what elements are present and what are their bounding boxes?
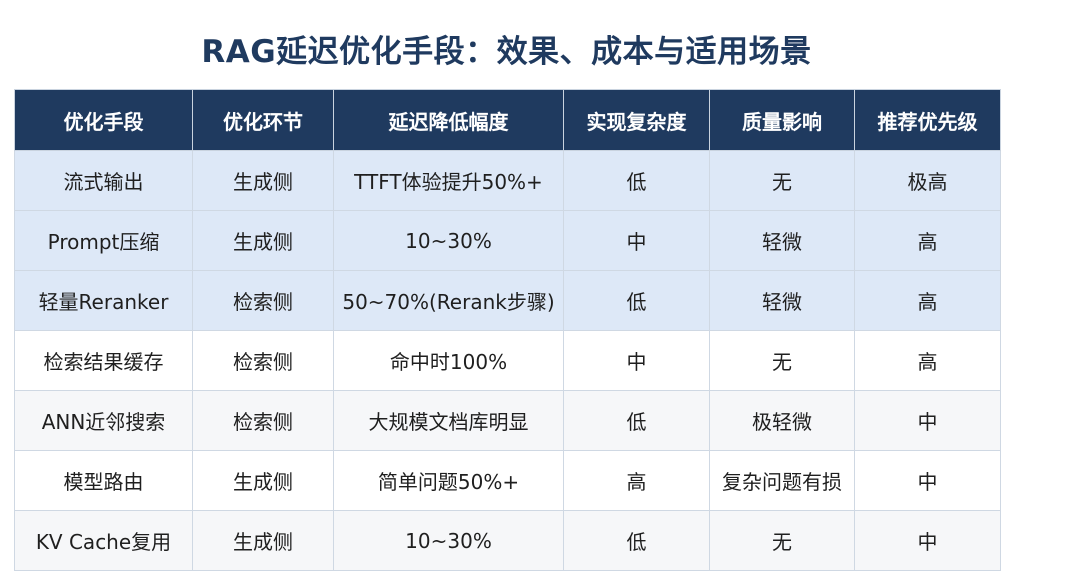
cell-priority: 极高 [854,150,1001,211]
cell-latency-reduction: 10~30% [333,210,564,271]
cell-complexity: 低 [563,510,710,571]
cell-latency-reduction: 简单问题50%+ [333,450,564,511]
cell-stage: 生成侧 [192,450,334,511]
header-quality-impact: 质量影响 [709,89,855,151]
cell-method: 检索结果缓存 [14,330,193,391]
cell-quality-impact: 极轻微 [709,390,855,451]
cell-quality-impact: 无 [709,150,855,211]
header-priority: 推荐优先级 [854,89,1001,151]
cell-complexity: 中 [563,330,710,391]
table-row: 流式输出 生成侧 TTFT体验提升50%+ 低 无 极高 [14,150,1001,211]
table-row: 模型路由 生成侧 简单问题50%+ 高 复杂问题有损 中 [14,450,1001,511]
header-complexity: 实现复杂度 [563,89,710,151]
cell-stage: 生成侧 [192,510,334,571]
cell-complexity: 中 [563,210,710,271]
cell-stage: 检索侧 [192,270,334,331]
cell-latency-reduction: 50~70%(Rerank步骤) [333,270,564,331]
cell-stage: 检索侧 [192,390,334,451]
cell-quality-impact: 轻微 [709,270,855,331]
cell-method: 轻量Reranker [14,270,193,331]
cell-quality-impact: 无 [709,510,855,571]
cell-quality-impact: 无 [709,330,855,391]
table-header-row: 优化手段 优化环节 延迟降低幅度 实现复杂度 质量影响 推荐优先级 [14,89,1001,151]
cell-priority: 中 [854,450,1001,511]
cell-latency-reduction: 10~30% [333,510,564,571]
cell-priority: 高 [854,270,1001,331]
table-row: KV Cache复用 生成侧 10~30% 低 无 中 [14,510,1001,571]
cell-method: 模型路由 [14,450,193,511]
page-title: RAG延迟优化手段：效果、成本与适用场景 [201,34,812,70]
cell-quality-impact: 轻微 [709,210,855,271]
cell-stage: 生成侧 [192,210,334,271]
cell-priority: 中 [854,390,1001,451]
header-latency-reduction: 延迟降低幅度 [333,89,564,151]
cell-stage: 生成侧 [192,150,334,211]
header-method: 优化手段 [14,89,193,151]
cell-method: Prompt压缩 [14,210,193,271]
cell-method: 流式输出 [14,150,193,211]
cell-latency-reduction: 大规模文档库明显 [333,390,564,451]
table-row: 轻量Reranker 检索侧 50~70%(Rerank步骤) 低 轻微 高 [14,270,1001,331]
table-row: Prompt压缩 生成侧 10~30% 中 轻微 高 [14,210,1001,271]
optimization-table: 优化手段 优化环节 延迟降低幅度 实现复杂度 质量影响 推荐优先级 流式输出 生… [14,89,1001,571]
table-row: 检索结果缓存 检索侧 命中时100% 中 无 高 [14,330,1001,391]
cell-complexity: 低 [563,150,710,211]
cell-priority: 中 [854,510,1001,571]
cell-method: ANN近邻搜索 [14,390,193,451]
cell-latency-reduction: TTFT体验提升50%+ [333,150,564,211]
cell-complexity: 低 [563,390,710,451]
cell-complexity: 低 [563,270,710,331]
header-stage: 优化环节 [192,89,334,151]
cell-latency-reduction: 命中时100% [333,330,564,391]
cell-complexity: 高 [563,450,710,511]
cell-quality-impact: 复杂问题有损 [709,450,855,511]
table-row: ANN近邻搜索 检索侧 大规模文档库明显 低 极轻微 中 [14,390,1001,451]
cell-method: KV Cache复用 [14,510,193,571]
cell-priority: 高 [854,330,1001,391]
cell-stage: 检索侧 [192,330,334,391]
cell-priority: 高 [854,210,1001,271]
